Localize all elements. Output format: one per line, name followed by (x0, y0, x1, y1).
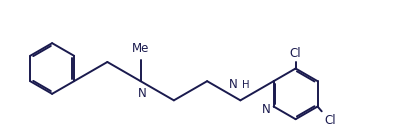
Text: N: N (261, 103, 270, 116)
Text: N: N (229, 78, 238, 91)
Text: N: N (137, 87, 147, 100)
Text: H: H (242, 80, 249, 90)
Text: Me: Me (132, 42, 149, 55)
Text: Cl: Cl (290, 47, 301, 60)
Text: Cl: Cl (324, 114, 336, 127)
